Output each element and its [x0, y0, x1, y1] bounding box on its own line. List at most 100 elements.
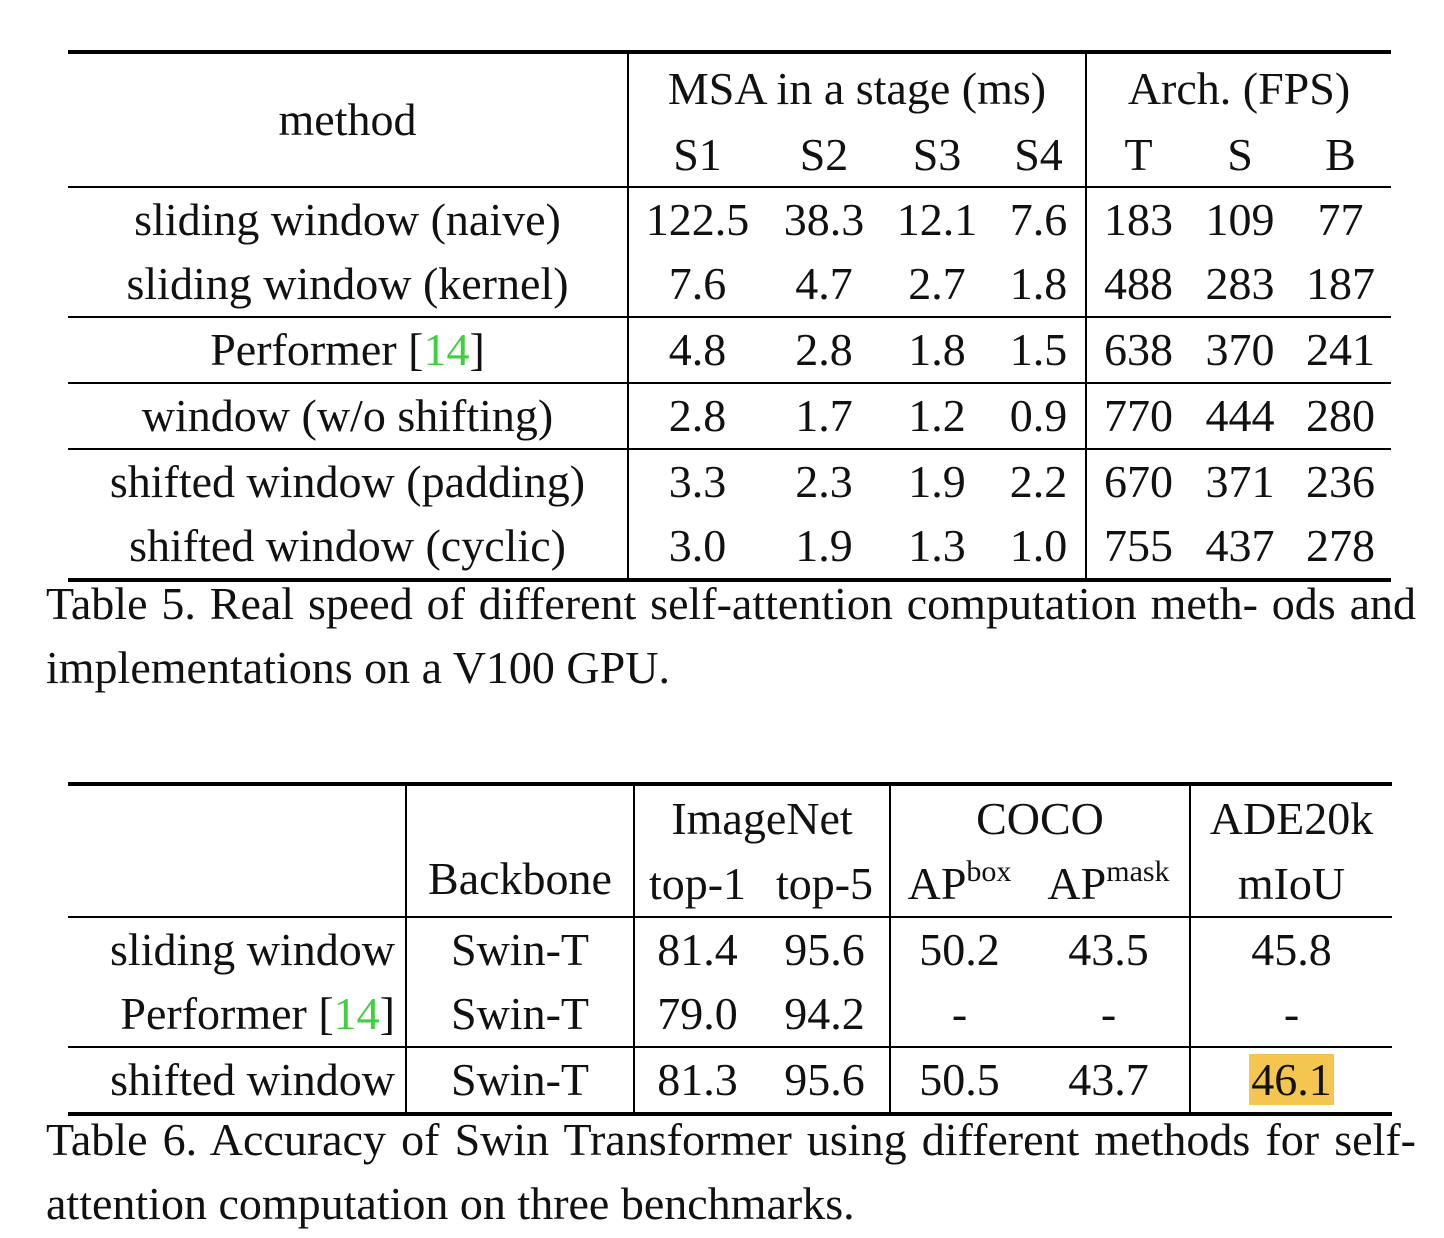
t6-backbone-cell: Swin-T: [406, 1046, 635, 1114]
t5-value: 370: [1190, 316, 1290, 383]
t6-apbox-header: APbox: [890, 852, 1028, 917]
t6-top1-header: top-1: [648, 858, 747, 909]
table-row: window (w/o shifting) 2.8 1.7 1.2 0.9 77…: [68, 382, 1391, 449]
t5-arch-group-header: Arch. (FPS): [1127, 63, 1351, 114]
t5-value: 2.7: [908, 258, 966, 309]
t5-method-header: method: [68, 52, 629, 187]
t5-value: 278: [1306, 520, 1375, 571]
t5-sub-header: S4: [992, 124, 1087, 187]
ap-text: AP: [907, 858, 967, 909]
method-text: ]: [469, 324, 485, 375]
t5-value: 7.6: [992, 186, 1087, 252]
t6-value: 81.4: [634, 916, 760, 982]
t5-sub-header: S3: [912, 129, 962, 180]
t6-empty-header: [68, 784, 407, 917]
t6-value: 43.5: [1028, 916, 1191, 982]
method-text: ]: [379, 988, 395, 1039]
t6-value: 95.6: [760, 916, 891, 982]
t6-value: -: [951, 988, 968, 1039]
t5-value: 7.6: [668, 258, 727, 309]
t5-value: 187: [1306, 258, 1375, 309]
t5-value: 4.8: [628, 316, 766, 383]
t5-method-cell: window (w/o shifting): [68, 382, 629, 449]
t6-value: 81.3: [634, 1046, 760, 1114]
t5-value: 1.0: [992, 514, 1087, 580]
t6-backbone-cell: Swin-T: [406, 982, 635, 1047]
t5-value: 437: [1205, 520, 1275, 571]
t5-value: 670: [1086, 448, 1190, 514]
t5-sub-header: S: [1227, 129, 1253, 180]
t5-value: 109: [1190, 186, 1290, 252]
t5-value: 1.2: [882, 382, 992, 449]
table-row: sliding window (naive) 122.5 38.3 12.1 7…: [68, 186, 1391, 252]
table-6-caption: Table 6. Accuracy of Swin Transformer us…: [46, 1114, 1416, 1229]
t5-method-cell: shifted window (cyclic): [68, 514, 629, 580]
t5-value: 638: [1086, 316, 1190, 383]
t5-value: 1.7: [766, 382, 882, 449]
t6-value: 50.5: [890, 1046, 1028, 1114]
t6-value: -: [1028, 982, 1191, 1047]
t6-imagenet-header: ImageNet: [634, 784, 891, 852]
citation-link[interactable]: 14: [423, 324, 470, 375]
t5-method-cell: sliding window (kernel): [68, 252, 629, 317]
mask-superscript: mask: [1106, 855, 1170, 888]
t6-value: 95.6: [760, 1046, 891, 1114]
t5-value: 371: [1190, 448, 1290, 514]
t6-top5-header: top-5: [760, 852, 891, 917]
t5-value: 122.5: [628, 186, 766, 252]
table-row: Performer [14] 4.8 2.8 1.8 1.5 638 370 2…: [68, 316, 1391, 383]
t6-value: 50.2: [890, 916, 1028, 982]
t6-method-cell: sliding window: [68, 916, 407, 982]
t6-value: 79.0: [657, 988, 738, 1039]
t5-value: 0.9: [992, 382, 1087, 449]
table-6: Backbone ImageNet COCO ADE20k top-1 top-…: [68, 782, 1392, 1116]
t5-value: 183: [1086, 186, 1190, 252]
t5-value: 1.3: [908, 520, 966, 571]
t6-value: 94.2: [760, 982, 891, 1047]
t6-ade-header: ADE20k: [1209, 793, 1374, 844]
t6-value: 45.8: [1190, 916, 1392, 982]
t5-value: 1.9: [795, 520, 853, 571]
t5-sub-header: B: [1325, 129, 1356, 180]
t6-apmask-header: APmask: [1028, 852, 1191, 917]
t5-value: 2.8: [628, 382, 766, 449]
table-5-caption: Table 5. Real speed of different self-at…: [46, 578, 1416, 693]
table-row: sliding window (kernel) 7.6 4.7 2.7 1.8 …: [68, 252, 1391, 317]
t5-value: 1.9: [882, 448, 992, 514]
t5-sub-header: T: [1124, 129, 1153, 180]
t5-value: 77: [1290, 186, 1391, 252]
t6-miou-header: mIoU: [1237, 858, 1346, 909]
table-row: shifted window (cyclic) 3.0 1.9 1.3 1.0 …: [68, 514, 1391, 580]
t5-value: 280: [1290, 382, 1391, 449]
t5-value: 770: [1086, 382, 1190, 449]
table-5: method MSA in a stage (ms) Arch. (FPS) S…: [68, 50, 1391, 582]
t5-value: 283: [1205, 258, 1275, 309]
t5-value: 2.3: [766, 448, 882, 514]
t6-coco-header: COCO: [890, 784, 1191, 852]
t5-value: 1.5: [992, 316, 1087, 383]
t6-highlighted-value-cell: 46.1: [1190, 1046, 1392, 1114]
t5-value: 444: [1190, 382, 1290, 449]
citation-link[interactable]: 14: [333, 988, 380, 1039]
table-row: sliding window Swin-T 81.4 95.6 50.2 43.…: [68, 916, 1392, 982]
t5-sub-header: S2: [799, 129, 849, 180]
t5-value: 12.1: [882, 186, 992, 252]
highlighted-value: 46.1: [1249, 1054, 1334, 1105]
method-text: Performer [: [210, 324, 424, 375]
t5-value: 3.0: [668, 520, 727, 571]
t5-value: 241: [1290, 316, 1391, 383]
table-row: Performer [14] Swin-T 79.0 94.2 - - -: [68, 982, 1392, 1047]
t5-method-cell: sliding window (naive): [68, 186, 629, 252]
table-row: shifted window (padding) 3.3 2.3 1.9 2.2…: [68, 448, 1391, 514]
t5-value: 38.3: [766, 186, 882, 252]
t6-method-cell: shifted window: [68, 1046, 407, 1114]
method-text: Performer [: [120, 988, 334, 1039]
t5-value: 236: [1290, 448, 1391, 514]
t5-msa-group-header: MSA in a stage (ms): [628, 52, 1087, 124]
t6-value: 43.7: [1028, 1046, 1191, 1114]
t5-value: 2.2: [992, 448, 1087, 514]
t6-value: -: [1283, 988, 1300, 1039]
t6-backbone-header: Backbone: [406, 784, 635, 917]
t5-value: 3.3: [628, 448, 766, 514]
t5-value: 2.8: [766, 316, 882, 383]
